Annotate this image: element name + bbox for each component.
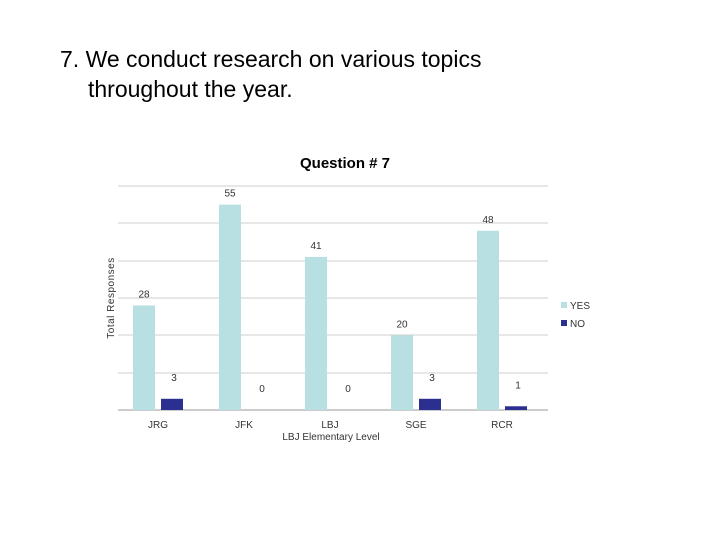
legend-swatch-yes xyxy=(561,302,567,308)
value-label-no-jfk: 0 xyxy=(259,384,265,395)
category-label-rcr: RCR xyxy=(491,420,513,431)
value-labels-group: 28 3 55 0 41 0 20 3 48 1 xyxy=(138,189,521,395)
category-label-sge: SGE xyxy=(405,420,426,431)
x-axis-sublabel: LBJ Elementary Level xyxy=(282,432,379,443)
slide-title-line-2: throughout the year. xyxy=(88,76,293,102)
category-label-jrg: JRG xyxy=(148,420,168,431)
value-label-no-lbj: 0 xyxy=(345,384,351,395)
bar-yes-sge xyxy=(391,335,413,410)
value-label-yes-lbj: 41 xyxy=(310,241,322,252)
bar-yes-rcr xyxy=(477,230,499,410)
bar-yes-jfk xyxy=(219,204,241,410)
value-label-yes-sge: 20 xyxy=(396,319,408,330)
legend-label-no: NO xyxy=(570,319,585,330)
value-label-yes-jrg: 28 xyxy=(138,289,150,300)
category-labels-group: JRG JFK LBJ SGE RCR xyxy=(148,420,513,431)
bar-no-jrg xyxy=(161,398,183,410)
value-label-yes-jfk: 55 xyxy=(224,189,236,200)
slide-title: 7. We conduct research on various topics… xyxy=(60,44,620,104)
bar-yes-lbj xyxy=(305,256,327,410)
value-label-yes-rcr: 48 xyxy=(482,215,494,226)
legend-label-yes: YES xyxy=(570,301,590,312)
chart-title: Question # 7 xyxy=(300,155,390,172)
legend: YES NO xyxy=(561,301,590,330)
value-label-no-sge: 3 xyxy=(429,373,435,384)
y-axis-label: Total Responses xyxy=(106,257,117,338)
gridlines xyxy=(118,185,548,374)
category-label-jfk: JFK xyxy=(235,420,253,431)
bar-no-sge xyxy=(419,398,441,410)
value-label-no-jrg: 3 xyxy=(171,373,177,384)
legend-swatch-no xyxy=(561,320,567,326)
bars-group xyxy=(133,204,527,410)
bar-no-rcr xyxy=(505,406,527,410)
category-label-lbj: LBJ xyxy=(321,420,338,431)
value-label-no-rcr: 1 xyxy=(515,380,521,391)
slide-title-line-1: 7. We conduct research on various topics xyxy=(60,46,482,72)
bar-yes-jrg xyxy=(133,305,155,410)
